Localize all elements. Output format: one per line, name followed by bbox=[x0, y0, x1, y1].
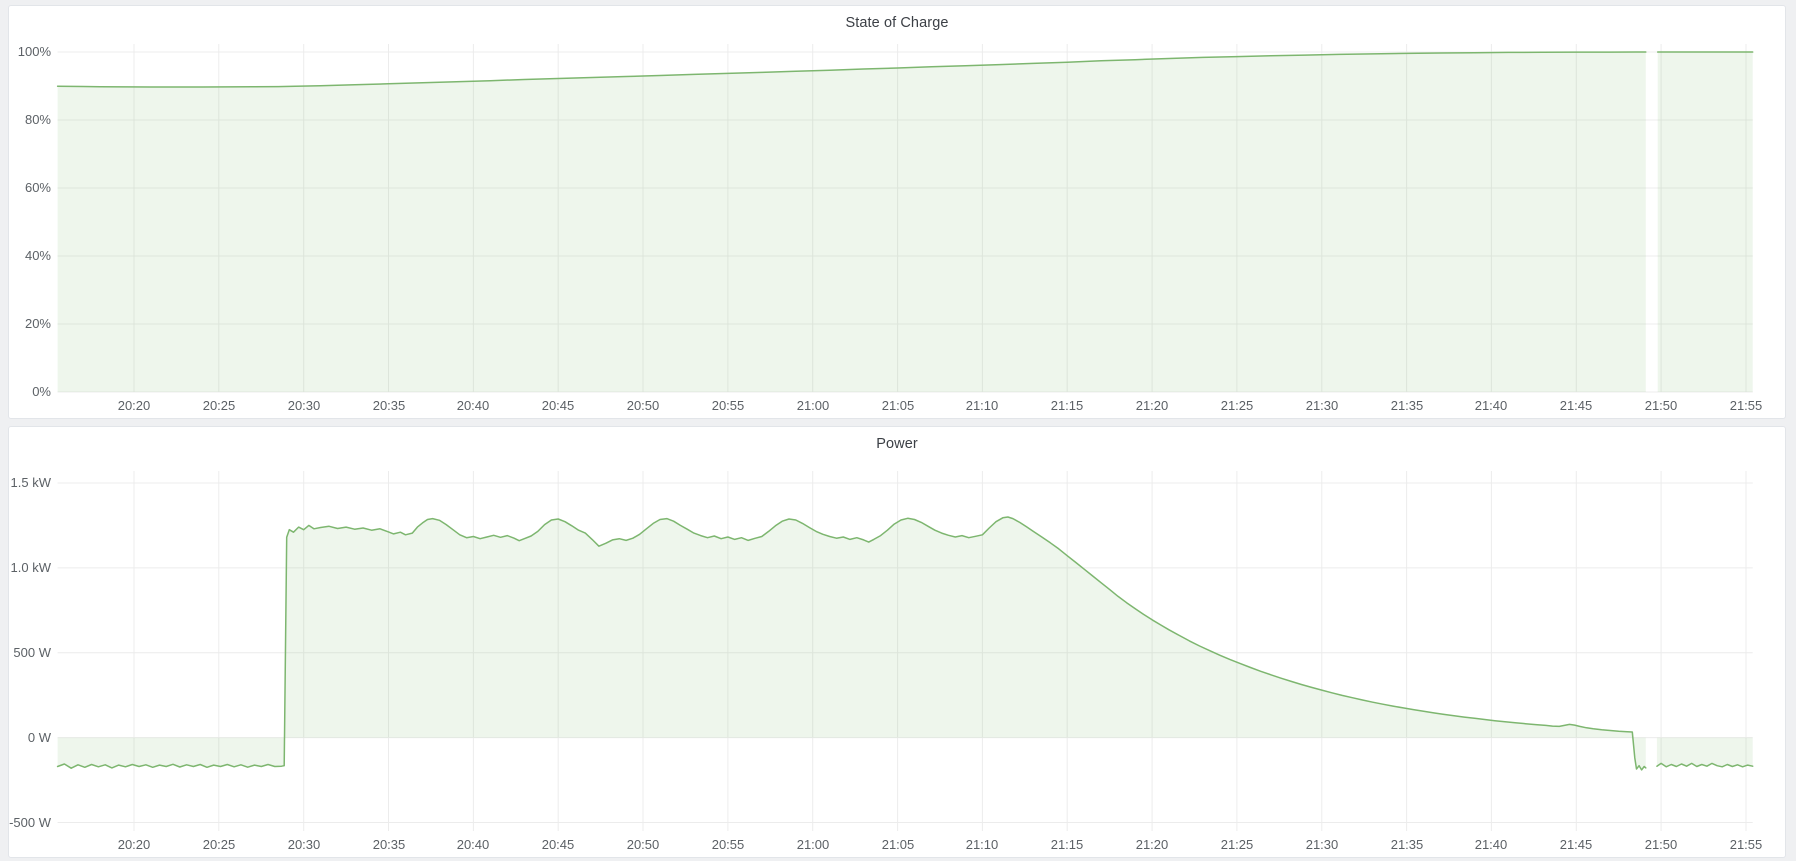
x-tick-label: 21:30 bbox=[1305, 837, 1339, 852]
x-tick-label: 20:55 bbox=[711, 837, 745, 852]
x-tick-label: 20:20 bbox=[117, 837, 151, 852]
series-line bbox=[56, 516, 1647, 771]
panel-title[interactable]: State of Charge bbox=[845, 15, 949, 31]
x-tick-label: 21:10 bbox=[965, 837, 999, 852]
x-tick-label: 21:35 bbox=[1390, 398, 1424, 413]
y-tick-label: 500 W bbox=[13, 645, 51, 660]
x-tick-label: 20:55 bbox=[711, 398, 745, 413]
series-area bbox=[57, 517, 1646, 770]
x-tick-label: 20:40 bbox=[456, 398, 490, 413]
x-tick-label: 20:20 bbox=[117, 398, 151, 413]
x-tick-label: 20:35 bbox=[372, 398, 406, 413]
y-tick-label: 40% bbox=[24, 248, 51, 263]
x-tick-label: 20:30 bbox=[287, 837, 321, 852]
x-tick-label: 21:15 bbox=[1050, 837, 1084, 852]
x-tick-label: 21:35 bbox=[1390, 837, 1424, 852]
panel-title[interactable]: Power bbox=[876, 436, 918, 452]
y-tick-label: 1.0 kW bbox=[10, 560, 51, 575]
x-tick-label: 21:30 bbox=[1305, 398, 1339, 413]
x-tick-label: 21:25 bbox=[1220, 398, 1254, 413]
x-tick-label: 21:00 bbox=[796, 398, 830, 413]
x-tick-label: 20:25 bbox=[202, 837, 236, 852]
x-tick-label: 21:05 bbox=[881, 837, 915, 852]
x-tick-label: 20:25 bbox=[202, 398, 236, 413]
x-tick-label: 21:20 bbox=[1135, 398, 1169, 413]
y-tick-label: 80% bbox=[24, 112, 51, 127]
x-tick-label: 21:50 bbox=[1644, 837, 1678, 852]
soc-chart-svg[interactable] bbox=[9, 6, 1787, 418]
x-tick-label: 21:10 bbox=[965, 398, 999, 413]
y-tick-label: 1.5 kW bbox=[10, 475, 51, 490]
power-panel: Power 1.5 kW 1.0 kW 500 W 0 W -500 W 20:20 20… bbox=[8, 426, 1786, 858]
x-tick-label: 20:50 bbox=[626, 837, 660, 852]
x-tick-label: 21:40 bbox=[1474, 837, 1508, 852]
x-tick-label: 21:15 bbox=[1050, 398, 1084, 413]
x-tick-label: 21:00 bbox=[796, 837, 830, 852]
x-tick-label: 20:45 bbox=[541, 837, 575, 852]
series-line bbox=[56, 51, 1647, 88]
x-tick-label: 20:30 bbox=[287, 398, 321, 413]
soc-panel: State of Charge 100% 80% 60% 40% 20% 0% 20:20… bbox=[8, 5, 1786, 419]
x-tick-label: 21:40 bbox=[1474, 398, 1508, 413]
x-tick-label: 21:05 bbox=[881, 398, 915, 413]
x-tick-label: 21:25 bbox=[1220, 837, 1254, 852]
x-tick-label: 21:55 bbox=[1729, 398, 1763, 413]
x-tick-label: 21:20 bbox=[1135, 837, 1169, 852]
series-area bbox=[1657, 52, 1753, 392]
series-area bbox=[57, 52, 1646, 392]
y-tick-label: 100% bbox=[17, 44, 51, 59]
x-tick-label: 21:50 bbox=[1644, 398, 1678, 413]
x-tick-label: 21:45 bbox=[1559, 837, 1593, 852]
y-tick-label: 20% bbox=[24, 316, 51, 331]
x-tick-label: 20:45 bbox=[541, 398, 575, 413]
x-tick-label: 21:55 bbox=[1729, 837, 1763, 852]
series-line bbox=[1656, 762, 1754, 768]
x-tick-label: 20:50 bbox=[626, 398, 660, 413]
series-area bbox=[1656, 737, 1753, 767]
y-tick-label: 0 W bbox=[27, 730, 51, 745]
x-tick-label: 20:35 bbox=[372, 837, 406, 852]
power-chart-svg[interactable] bbox=[9, 427, 1787, 857]
y-tick-label: 60% bbox=[24, 180, 51, 195]
y-tick-label: -500 W bbox=[9, 815, 51, 830]
x-tick-label: 20:40 bbox=[456, 837, 490, 852]
y-tick-label: 0% bbox=[32, 384, 51, 399]
x-tick-label: 21:45 bbox=[1559, 398, 1593, 413]
